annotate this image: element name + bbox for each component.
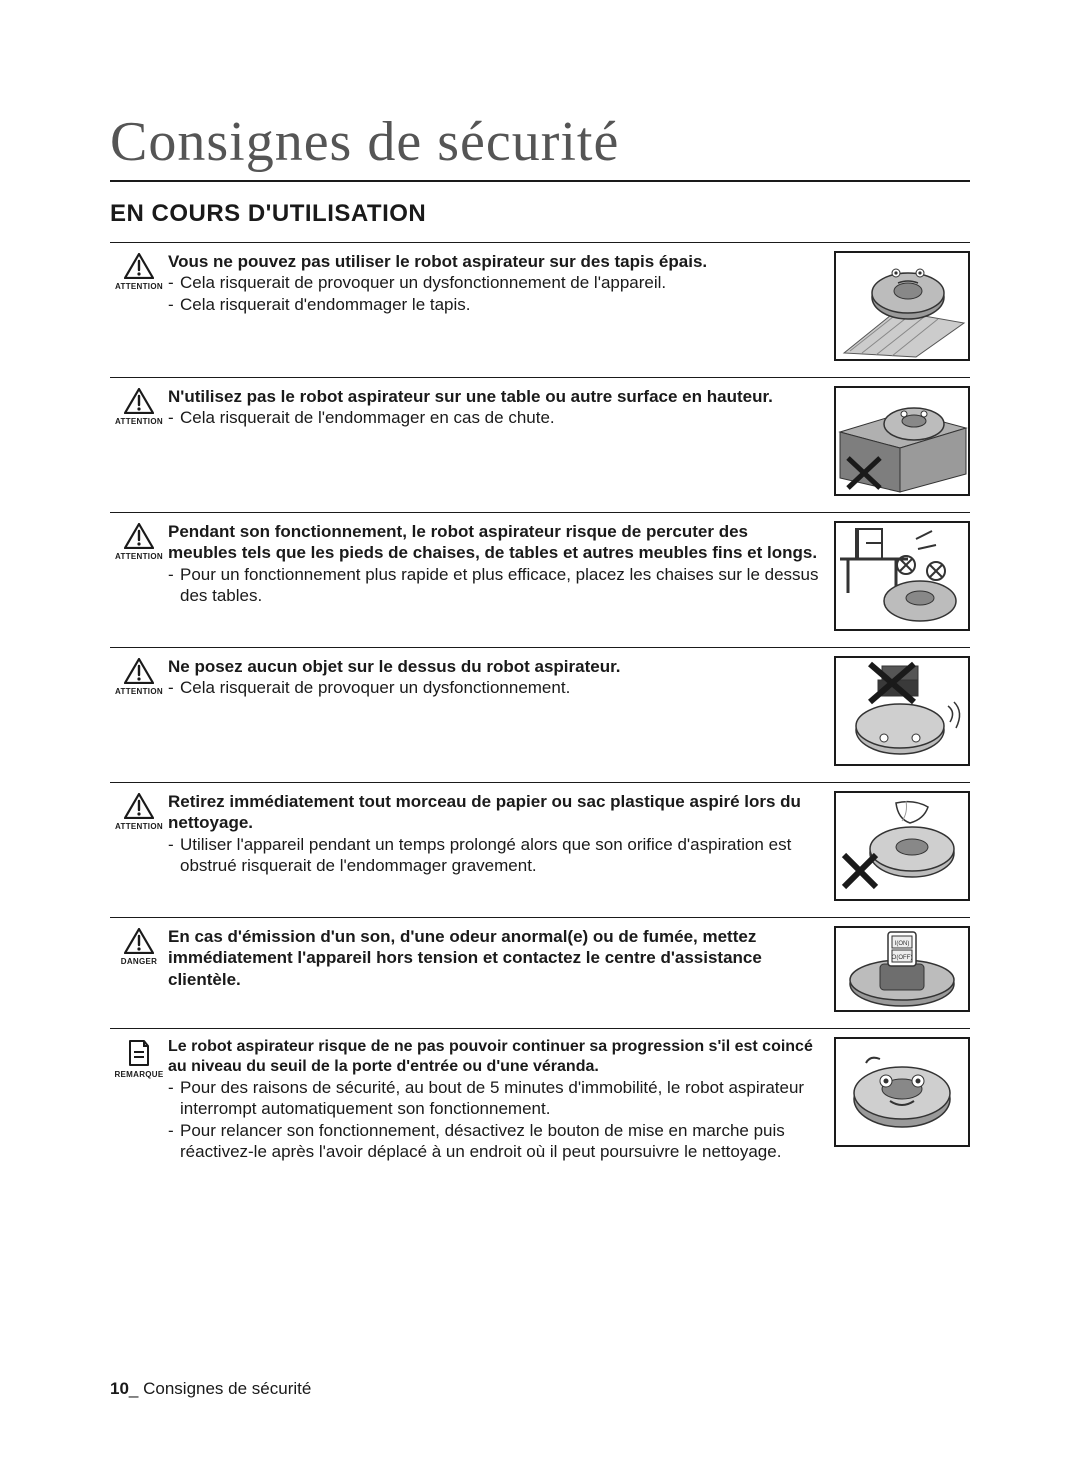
icon-column: DANGER [110,926,168,966]
manual-page: Consignes de sécurité EN COURS D'UTILISA… [0,0,1080,1469]
icon-label: ATTENTION [115,282,163,291]
icon-column: REMARQUE [110,1037,168,1079]
safety-bullet: -Cela risquerait de l'endommager en cas … [168,407,820,428]
icon-label: ATTENTION [115,417,163,426]
safety-text: Pendant son fonctionnement, le robot asp… [168,521,834,606]
safety-item: ATTENTION Pendant son fonctionnement, le… [110,512,970,631]
warning-triangle-icon [124,253,154,279]
illustration-column [834,521,970,631]
safety-item: ATTENTION Ne posez aucun objet sur le de… [110,647,970,766]
safety-text: Vous ne pouvez pas utiliser le robot asp… [168,251,834,315]
icon-label: REMARQUE [114,1070,163,1079]
safety-item: DANGER En cas d'émission d'un son, d'une… [110,917,970,1012]
warning-triangle-icon [124,928,154,954]
icon-column: ATTENTION [110,521,168,561]
icon-label: ATTENTION [115,687,163,696]
safety-bold: Ne posez aucun objet sur le dessus du ro… [168,656,820,677]
safety-bold: Le robot aspirateur risque de ne pas pou… [168,1037,820,1077]
icon-column: ATTENTION [110,251,168,291]
icon-label: ATTENTION [115,552,163,561]
illustration-column [834,791,970,901]
illustration-column: I(ON) O(OFF) [834,926,970,1012]
icon-column: ATTENTION [110,656,168,696]
safety-bullet: -Utiliser l'appareil pendant un temps pr… [168,834,820,877]
safety-item: ATTENTION Vous ne pouvez pas utiliser le… [110,242,970,361]
illustration-object-on-robot [834,656,970,766]
safety-text: Le robot aspirateur risque de ne pas pou… [168,1037,834,1162]
illustration-column [834,656,970,766]
note-page-icon [126,1039,152,1067]
illustration-robot-on-carpet [834,251,970,361]
illustration-column [834,1037,970,1147]
illustration-column [834,386,970,496]
warning-triangle-icon [124,388,154,414]
safety-bullet: -Pour des raisons de sécurité, au bout d… [168,1077,820,1120]
icon-label: ATTENTION [115,822,163,831]
page-title: Consignes de sécurité [110,110,970,182]
illustration-power-switch: I(ON) O(OFF) [834,926,970,1012]
safety-bullet: -Cela risquerait d'endommager le tapis. [168,294,820,315]
warning-triangle-icon [124,523,154,549]
illustration-chair-on-table [834,521,970,631]
safety-text: N'utilisez pas le robot aspirateur sur u… [168,386,834,429]
page-number: 10 [110,1379,129,1398]
safety-item: ATTENTION N'utilisez pas le robot aspira… [110,377,970,496]
icon-column: ATTENTION [110,386,168,426]
icon-column: ATTENTION [110,791,168,831]
svg-text:O(OFF): O(OFF) [892,955,913,961]
page-footer: 10_ Consignes de sécurité [110,1379,311,1399]
safety-bullet: -Pour un fonctionnement plus rapide et p… [168,564,820,607]
safety-bold: En cas d'émission d'un son, d'une odeur … [168,926,820,990]
safety-bold: Pendant son fonctionnement, le robot asp… [168,521,820,564]
safety-bullet: -Cela risquerait de provoquer un dysfonc… [168,677,820,698]
safety-bold: Vous ne pouvez pas utiliser le robot asp… [168,251,820,272]
warning-triangle-icon [124,793,154,819]
safety-item: ATTENTION Retirez immédiatement tout mor… [110,782,970,901]
safety-text: Ne posez aucun objet sur le dessus du ro… [168,656,834,699]
illustration-bag-sucked [834,791,970,901]
safety-text: Retirez immédiatement tout morceau de pa… [168,791,834,876]
illustration-robot-on-table [834,386,970,496]
safety-text: En cas d'émission d'un son, d'une odeur … [168,926,834,990]
safety-item: REMARQUE Le robot aspirateur risque de n… [110,1028,970,1162]
footer-separator: _ [129,1379,143,1398]
illustration-column [834,251,970,361]
illustration-robot-stuck [834,1037,970,1147]
icon-label: DANGER [121,957,157,966]
warning-triangle-icon [124,658,154,684]
safety-bold: N'utilisez pas le robot aspirateur sur u… [168,386,820,407]
section-heading: EN COURS D'UTILISATION [110,200,970,228]
safety-bullet: -Cela risquerait de provoquer un dysfonc… [168,272,820,293]
svg-text:I(ON): I(ON) [895,941,910,947]
footer-label: Consignes de sécurité [143,1379,311,1398]
safety-bold: Retirez immédiatement tout morceau de pa… [168,791,820,834]
safety-bullet: -Pour relancer son fonctionnement, désac… [168,1120,820,1163]
